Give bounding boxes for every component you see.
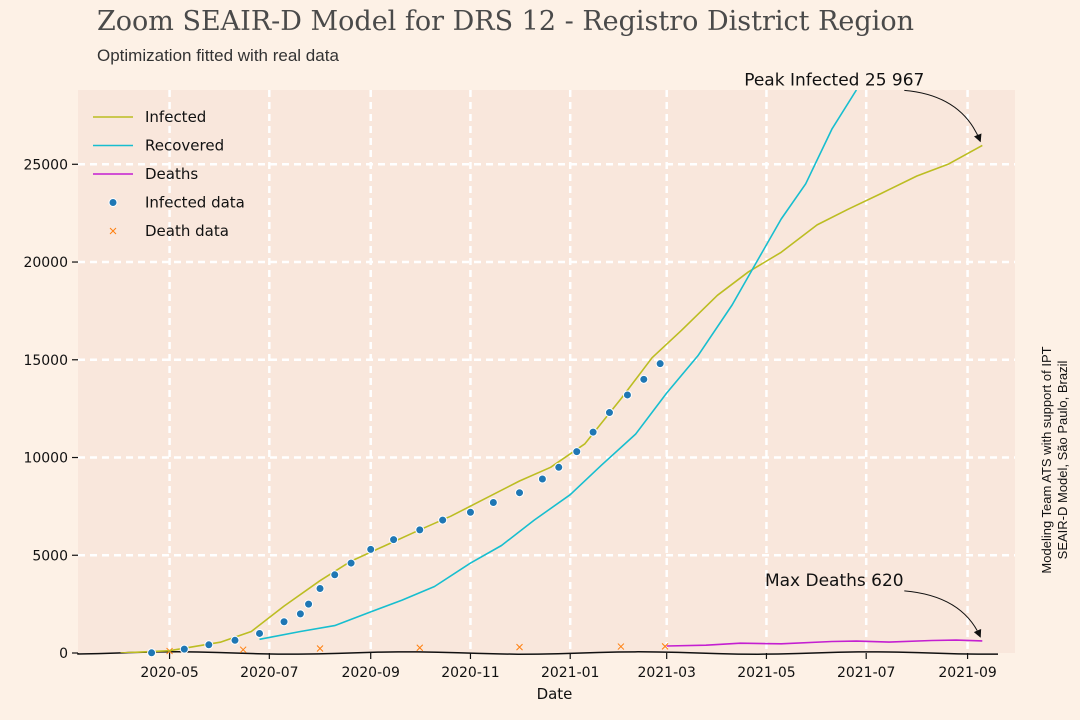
death-data-point xyxy=(617,643,625,650)
infected-data-point xyxy=(465,507,475,517)
death-data-point xyxy=(661,642,669,650)
death-data-point xyxy=(239,646,247,654)
y-tick-label: 10000 xyxy=(23,451,68,467)
annotation-label: Max Deaths 620 xyxy=(765,571,904,591)
infected-data-point xyxy=(279,617,289,627)
death-data-series xyxy=(166,642,669,655)
deaths-series xyxy=(666,639,983,647)
x-tick-label: 2021-03 xyxy=(637,665,696,681)
infected-series xyxy=(120,144,983,653)
axes: 2020-05 2020-07 2020-09 2020-11 2021-01 2021-… xyxy=(23,157,999,703)
infected-data-point xyxy=(622,390,632,400)
annotations: Peak Infected 25 967 Max Deaths 620 xyxy=(744,70,982,638)
x-axis-line xyxy=(77,651,999,655)
y-tick-label: 0 xyxy=(59,646,68,662)
infected-data-point xyxy=(554,462,564,472)
y-tick-label: 15000 xyxy=(23,353,68,369)
infected-data-point xyxy=(572,447,582,457)
death-data-point xyxy=(416,644,424,652)
infected-data-point xyxy=(346,558,356,568)
x-axis-title: Date xyxy=(537,685,573,703)
infected-line xyxy=(120,144,983,653)
legend: Infected Recovered Deaths Infected data Deat… xyxy=(93,108,245,240)
x-tick-label: 2020-05 xyxy=(140,665,199,681)
infected-data-point xyxy=(255,628,265,638)
recovered-line xyxy=(259,90,858,641)
legend-infected-data-swatch xyxy=(108,198,118,207)
x-tick-label: 2021-05 xyxy=(737,665,796,681)
death-data-point xyxy=(516,643,523,651)
infected-data-point xyxy=(438,515,448,525)
x-tick-label: 2020-11 xyxy=(441,665,500,681)
y-tick-label: 20000 xyxy=(23,255,68,271)
infected-data-point xyxy=(639,374,649,384)
legend-infected-data-label: Infected data xyxy=(145,194,245,212)
grid-lines xyxy=(78,90,1015,653)
y-tick-label: 25000 xyxy=(23,157,68,173)
infected-data-point xyxy=(515,488,525,498)
x-tick-label: 2021-09 xyxy=(938,665,997,681)
infected-data-point xyxy=(415,525,425,535)
infected-data-point xyxy=(330,570,340,580)
legend-deaths-label: Deaths xyxy=(145,165,198,183)
annotation-label: Peak Infected 25 967 xyxy=(744,70,924,90)
infected-data-point xyxy=(488,497,498,507)
x-tick-label: 2020-07 xyxy=(240,665,299,681)
infected-data-series xyxy=(147,359,665,658)
x-tick-label: 2021-01 xyxy=(541,665,600,681)
infected-data-point xyxy=(230,635,240,645)
infected-data-point xyxy=(315,583,325,593)
recovered-series xyxy=(259,90,858,641)
infected-data-point xyxy=(147,648,157,658)
x-tick-label: 2021-07 xyxy=(837,665,896,681)
infected-data-point xyxy=(304,599,314,609)
plot-area xyxy=(78,90,1015,653)
infected-data-point xyxy=(204,640,214,650)
x-tick-label: 2020-09 xyxy=(341,665,400,681)
infected-data-point xyxy=(366,544,376,554)
legend-recovered-label: Recovered xyxy=(145,137,224,155)
chart-subtitle: Optimization fitted with real data xyxy=(97,46,339,65)
y-tick-label: 5000 xyxy=(32,548,68,564)
infected-data-point xyxy=(295,609,305,619)
legend-death-data-swatch xyxy=(109,227,117,235)
deaths-line xyxy=(666,639,983,647)
legend-death-data-label: Death data xyxy=(145,222,229,240)
infected-data-point xyxy=(588,427,598,437)
infected-data-point xyxy=(604,408,614,418)
infected-data-point xyxy=(389,535,399,545)
death-data-point xyxy=(316,645,324,652)
annotation-arrow xyxy=(904,89,982,143)
chart-title: Zoom SEAIR-D Model for DRS 12 - Registro… xyxy=(97,6,914,37)
infected-data-point xyxy=(537,474,547,484)
legend-infected-label: Infected xyxy=(145,108,206,126)
data-series xyxy=(120,90,983,658)
infected-data-point xyxy=(655,359,665,369)
annotation-arrow xyxy=(904,590,982,638)
infected-data-point xyxy=(179,644,189,654)
